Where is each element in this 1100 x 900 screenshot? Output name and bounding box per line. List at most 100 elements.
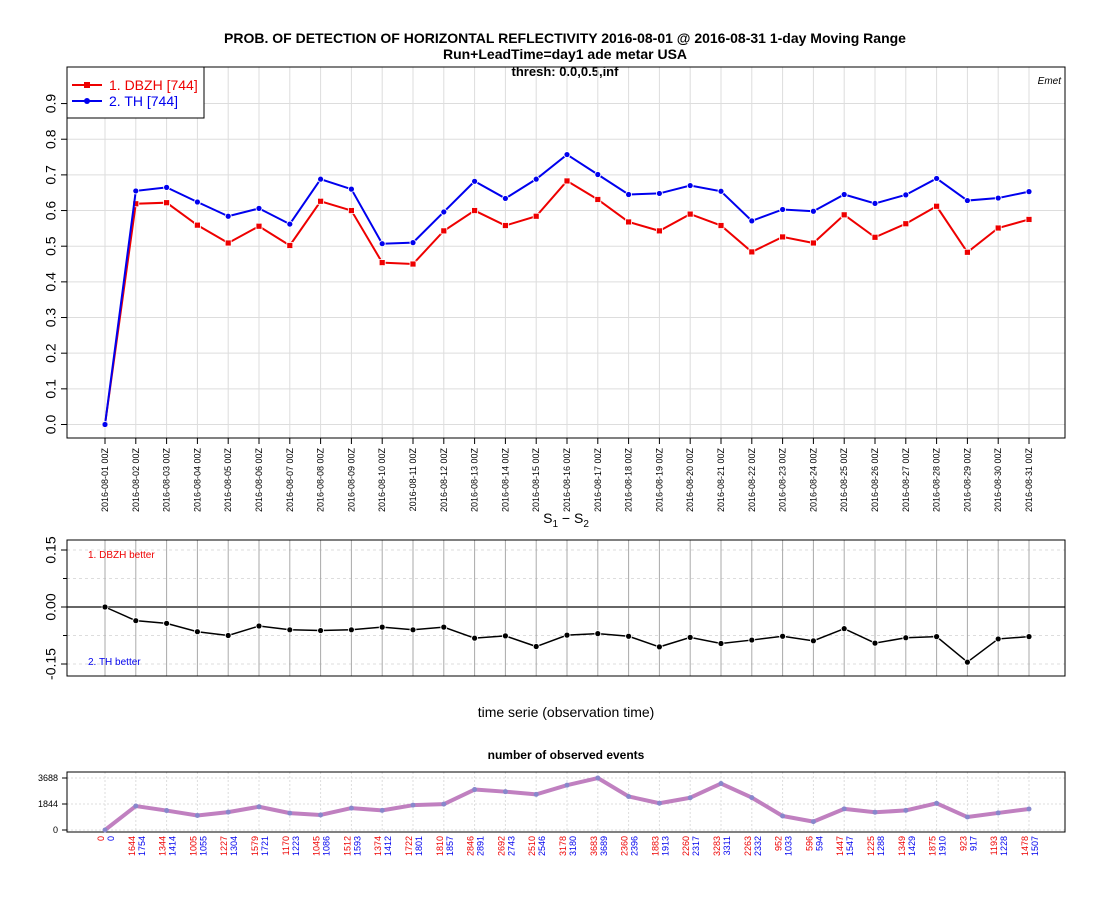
obs-count-th: 917 (968, 836, 978, 851)
obs-count-th: 1228 (999, 836, 1009, 856)
obs-count-th: 2317 (691, 836, 701, 856)
obs-count-th: 1412 (383, 836, 393, 856)
x-tick-label: 2016-08-06 00Z (254, 447, 264, 512)
obs-count-dbzh: 923 (958, 836, 968, 851)
obs-point (410, 802, 416, 808)
obs-count-th: 3311 (722, 836, 732, 855)
series-th-point (964, 197, 971, 204)
x-tick-label: 2016-08-04 00Z (192, 447, 202, 512)
series-th-point (193, 198, 201, 206)
obs-count-dbzh: 1883 (650, 836, 660, 856)
annotation-dbzh-better: 1. DBZH better (88, 550, 155, 561)
obs-count-th: 1754 (137, 836, 147, 856)
obs-count-dbzh: 1579 (250, 836, 260, 856)
diff-point (132, 617, 140, 625)
obs-count-dbzh: 2846 (466, 836, 476, 856)
series-th-point (163, 183, 171, 191)
obs-count-dbzh: 2360 (620, 836, 630, 856)
diff-point (748, 636, 756, 644)
obs-point (1026, 806, 1032, 812)
y-tick-label: 3688 (38, 773, 58, 783)
obs-point (225, 809, 231, 815)
x-tick-label: 2016-08-15 00Z (531, 447, 541, 512)
x-tick-label: 2016-08-10 00Z (377, 447, 387, 512)
y-tick-label: 0.7 (43, 165, 59, 185)
difference-panel: 0.15 0.00 -0.15 S1 − S2 1. DBZH better 2. TH … (43, 510, 1066, 720)
x-tick-label: 2016-08-21 00Z (716, 447, 726, 512)
series-dbzh-point (286, 242, 294, 249)
series-dbzh-point (409, 260, 417, 268)
y-tick-label: 0.3 (43, 308, 59, 328)
x-tick-label: 2016-08-26 00Z (870, 447, 880, 512)
legend-box (66, 66, 205, 119)
obs-point (749, 795, 755, 801)
x-tick-label: 2016-08-27 00Z (901, 447, 911, 512)
series-th-point (594, 171, 602, 178)
series-th-point (994, 194, 1002, 202)
obs-count-th: 1055 (198, 836, 208, 856)
obs-count-dbzh: 3283 (712, 836, 722, 856)
series-dbzh-point (563, 177, 571, 185)
obs-count-th: 1304 (229, 836, 239, 856)
diff-point (779, 632, 786, 640)
series-th-point (717, 187, 725, 195)
series-dbzh-point (625, 218, 632, 226)
obs-count-dbzh: 1193 (989, 836, 999, 855)
obs-count-th: 0 (106, 836, 116, 841)
obs-point (102, 827, 108, 833)
legend-label-th: 2. TH [744] (109, 93, 178, 109)
obs-count-dbzh: 1722 (404, 836, 414, 856)
obs-count-dbzh: 1447 (835, 836, 845, 856)
series-dbzh-point (994, 224, 1002, 232)
x-tick-label: 2016-08-31 00Z (1024, 447, 1034, 512)
series-th-point (748, 217, 756, 225)
diff-x-label: time serie (observation time) (478, 704, 655, 720)
series-th-point (501, 195, 509, 202)
diff-point (101, 603, 109, 611)
plot-frame (66, 771, 1066, 833)
obs-count-th: 1429 (907, 836, 917, 856)
x-tick-label: 2016-08-14 00Z (500, 447, 510, 512)
series-dbzh-point (840, 211, 848, 219)
x-tick-label: 2016-08-16 00Z (562, 447, 572, 512)
obs-count-th: 1086 (322, 836, 332, 856)
obs-count-th: 2332 (753, 836, 763, 856)
obs-point (964, 814, 970, 820)
obs-count-th: 3689 (599, 836, 609, 856)
obs-count-dbzh: 1225 (866, 836, 876, 856)
series-th-point (625, 191, 632, 198)
obs-point (841, 806, 847, 812)
x-tick-label: 2016-08-29 00Z (962, 447, 972, 512)
diff-point (1025, 633, 1033, 641)
obs-count-dbzh: 952 (774, 836, 784, 851)
x-tick-label: 2016-08-19 00Z (654, 447, 664, 512)
diff-point (994, 635, 1002, 643)
series-dbzh-point (964, 248, 971, 256)
obs-count-dbzh: 3683 (589, 836, 599, 856)
series-dbzh-point (378, 259, 386, 267)
obs-count-th: 3180 (568, 836, 578, 856)
x-tick-label: 2016-08-18 00Z (624, 447, 634, 512)
diff-point (193, 628, 201, 636)
diff-point (563, 631, 571, 639)
diff-panel-title: S1 − S2 (543, 510, 589, 530)
obs-count-th: 1721 (260, 836, 270, 856)
top-panel: 0.0 0.1 0.2 0.3 0.4 0.5 0.6 0.7 0.8 0.9 2016-08-01… (43, 66, 1066, 512)
series-dbzh-point (163, 199, 171, 207)
diff-point (717, 640, 725, 647)
obs-point (441, 801, 447, 807)
series-th-point (409, 239, 417, 247)
diff-point (902, 634, 910, 642)
series-th-point (286, 220, 294, 228)
y-tick-label: 0 (53, 825, 58, 835)
obs-count-th: 1593 (352, 836, 362, 856)
obs-count-th: 1414 (168, 836, 178, 856)
x-tick-label: 2016-08-13 00Z (470, 447, 480, 512)
x-tick-label: 2016-08-01 00Z (100, 447, 110, 512)
obs-count-th: 1507 (1030, 836, 1040, 856)
obs-count-dbzh: 1512 (342, 836, 352, 856)
obs-count-th: 1547 (845, 836, 855, 856)
series-th-point (255, 205, 263, 212)
series-dbzh-point (686, 210, 694, 218)
